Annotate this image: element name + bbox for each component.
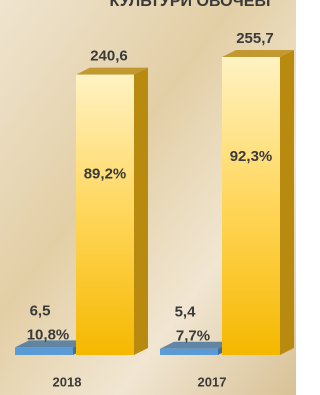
bar <box>76 75 134 355</box>
bar <box>160 349 218 355</box>
bar <box>222 57 280 355</box>
bar-side <box>280 50 294 355</box>
percent-label: 7,7% <box>176 328 210 345</box>
value-label: 255,7 <box>236 30 274 47</box>
value-label: 5,4 <box>175 304 197 321</box>
bar-side <box>134 68 148 355</box>
percent-label: 89,2% <box>84 166 127 183</box>
chart: КУЛЬТУРИ ОВОЧЕВІ 6,5 10,8% 240,6 89,2% 2018 5… <box>0 0 296 395</box>
chart-title: КУЛЬТУРИ ОВОЧЕВІ <box>110 0 271 10</box>
x-tick-label: 2017 <box>198 374 227 389</box>
x-tick-label: 2018 <box>53 374 82 389</box>
value-label: 6,5 <box>30 302 51 319</box>
percent-label: 10,8% <box>27 326 70 343</box>
bar <box>15 347 73 355</box>
percent-label: 92,3% <box>230 148 273 165</box>
value-label: 240,6 <box>90 48 128 65</box>
